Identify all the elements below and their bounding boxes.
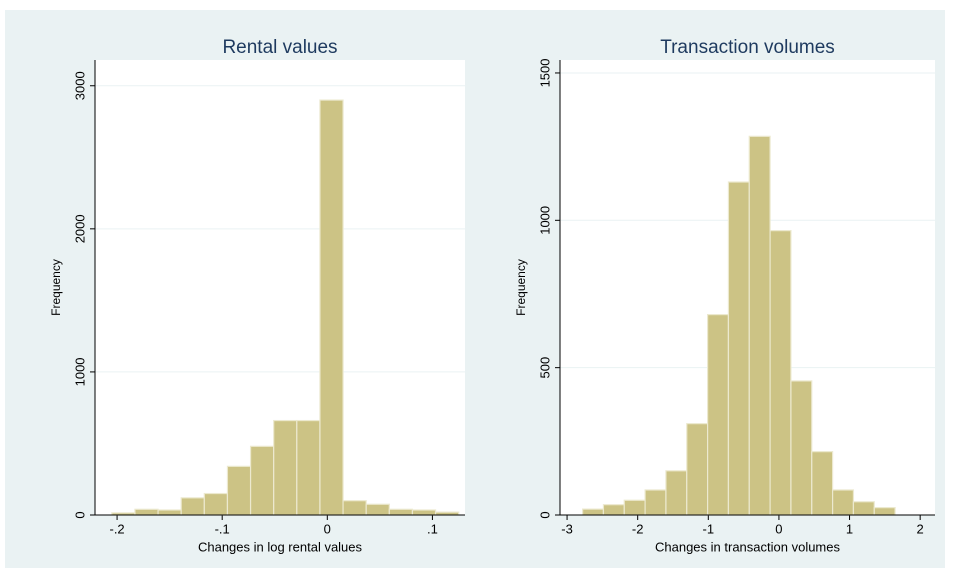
- x-tick-label: 2: [917, 521, 924, 536]
- bar: [180, 497, 205, 516]
- x-axis-label: Changes in log rental values: [198, 539, 363, 554]
- y-tick-label: 1500: [537, 59, 552, 88]
- x-tick-label: -2: [632, 521, 644, 536]
- bar: [852, 501, 875, 516]
- y-tick-label: 0: [72, 511, 87, 518]
- x-tick-label: -.1: [215, 521, 230, 536]
- x-tick-label: -1: [703, 521, 715, 536]
- bar: [831, 489, 855, 516]
- bar: [226, 465, 252, 516]
- bar: [623, 499, 646, 516]
- x-axis-label: Changes in transaction volumes: [655, 539, 840, 554]
- bar: [873, 507, 896, 516]
- bar: [686, 423, 709, 516]
- bar: [296, 419, 321, 516]
- chart-title: Rental values: [222, 37, 337, 58]
- bar: [644, 489, 667, 516]
- bar: [249, 445, 275, 516]
- bar: [769, 230, 792, 516]
- y-tick-label: 500: [537, 357, 552, 379]
- bar: [602, 504, 625, 516]
- bar: [342, 500, 367, 516]
- x-tick-label: 0: [775, 521, 782, 536]
- x-tick-label: 1: [846, 521, 853, 536]
- bar: [365, 503, 390, 516]
- bar: [790, 380, 813, 516]
- y-tick-label: 3000: [72, 71, 87, 100]
- y-axis-label: Frequency: [514, 259, 528, 316]
- bar: [388, 508, 414, 516]
- x-tick-label: .1: [427, 521, 438, 536]
- y-axis-label: Frequency: [49, 259, 63, 316]
- x-tick-label: -3: [561, 521, 573, 536]
- bar: [748, 135, 771, 516]
- chart-title: Transaction volumes: [660, 37, 835, 58]
- bar: [203, 492, 229, 516]
- bar: [811, 451, 834, 516]
- bar: [581, 508, 605, 516]
- bar: [665, 470, 688, 516]
- y-tick-label: 2000: [72, 214, 87, 243]
- y-tick-label: 1000: [72, 357, 87, 386]
- bar: [319, 99, 344, 516]
- bar: [273, 419, 298, 516]
- bar: [157, 509, 182, 516]
- x-tick-label: -.2: [109, 521, 124, 536]
- bar: [411, 509, 437, 516]
- y-tick-label: 1000: [537, 206, 552, 235]
- x-tick-label: 0: [324, 521, 331, 536]
- y-tick-label: 0: [537, 511, 552, 518]
- bar: [134, 508, 159, 516]
- bar: [706, 314, 730, 516]
- bar: [727, 181, 750, 516]
